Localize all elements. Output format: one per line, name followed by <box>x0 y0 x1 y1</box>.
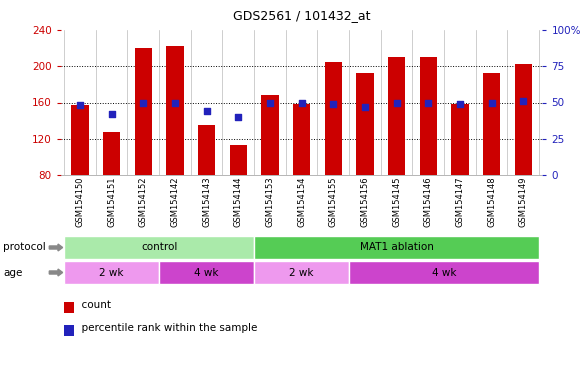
Point <box>487 99 496 106</box>
Text: GDS2561 / 101432_at: GDS2561 / 101432_at <box>233 9 371 22</box>
Bar <box>349 261 539 284</box>
Bar <box>166 46 184 175</box>
Point <box>265 99 274 106</box>
Text: 4 wk: 4 wk <box>432 268 456 278</box>
Bar <box>254 261 349 284</box>
Bar <box>64 236 254 259</box>
Text: MAT1 ablation: MAT1 ablation <box>360 243 434 253</box>
Bar <box>103 131 120 175</box>
Text: GSM154147: GSM154147 <box>455 177 465 227</box>
Text: GSM154146: GSM154146 <box>424 177 433 227</box>
Bar <box>293 104 310 175</box>
Bar <box>356 73 374 175</box>
Point <box>519 98 528 104</box>
Bar <box>514 63 532 175</box>
Point <box>423 99 433 106</box>
Bar <box>419 57 437 175</box>
Text: GSM154148: GSM154148 <box>487 177 496 227</box>
Bar <box>261 95 278 175</box>
Text: GSM154150: GSM154150 <box>75 177 85 227</box>
Text: GSM154151: GSM154151 <box>107 177 116 227</box>
Text: age: age <box>3 268 22 278</box>
Point <box>234 114 243 120</box>
Bar <box>483 73 501 175</box>
Point <box>329 101 338 107</box>
Text: count: count <box>75 300 111 310</box>
Bar <box>64 261 159 284</box>
Point <box>75 102 85 108</box>
Text: 4 wk: 4 wk <box>194 268 219 278</box>
Text: protocol: protocol <box>3 243 46 253</box>
Text: 2 wk: 2 wk <box>289 268 314 278</box>
Text: GSM154152: GSM154152 <box>139 177 148 227</box>
Text: control: control <box>141 243 177 253</box>
Bar <box>230 145 247 175</box>
Point <box>455 101 465 107</box>
Text: 2 wk: 2 wk <box>99 268 124 278</box>
Text: GSM154143: GSM154143 <box>202 177 211 227</box>
Bar <box>325 62 342 175</box>
Point <box>297 99 306 106</box>
Bar <box>159 261 254 284</box>
Text: GSM154144: GSM154144 <box>234 177 243 227</box>
Text: GSM154145: GSM154145 <box>392 177 401 227</box>
Text: GSM154149: GSM154149 <box>519 177 528 227</box>
Point <box>360 104 369 110</box>
Point <box>139 99 148 106</box>
Bar <box>198 125 215 175</box>
Bar <box>451 104 469 175</box>
Bar <box>254 236 539 259</box>
Point <box>107 111 116 117</box>
Point <box>392 99 401 106</box>
Text: GSM154142: GSM154142 <box>171 177 179 227</box>
Bar <box>135 48 152 175</box>
Text: GSM154154: GSM154154 <box>297 177 306 227</box>
Point <box>171 99 180 106</box>
Text: GSM154153: GSM154153 <box>266 177 274 227</box>
Bar <box>388 57 405 175</box>
Point <box>202 108 211 114</box>
Text: GSM154155: GSM154155 <box>329 177 338 227</box>
Text: GSM154156: GSM154156 <box>360 177 369 227</box>
Bar <box>71 105 89 175</box>
Text: percentile rank within the sample: percentile rank within the sample <box>75 323 258 333</box>
